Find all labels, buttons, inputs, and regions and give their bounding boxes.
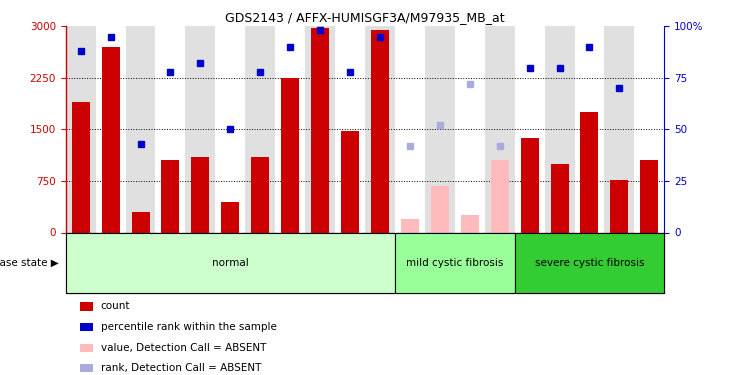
Bar xyxy=(215,26,245,233)
Bar xyxy=(545,26,575,233)
Bar xyxy=(491,160,509,232)
Text: normal: normal xyxy=(212,258,249,267)
Text: severe cystic fibrosis: severe cystic fibrosis xyxy=(534,258,645,267)
Bar xyxy=(221,202,239,232)
Bar xyxy=(550,164,569,232)
Bar xyxy=(131,212,150,232)
Bar xyxy=(245,26,275,233)
Bar xyxy=(461,215,479,232)
Bar xyxy=(395,232,515,292)
Bar xyxy=(155,26,185,233)
Bar xyxy=(604,26,634,233)
Bar xyxy=(515,26,545,233)
Bar xyxy=(101,47,120,232)
Text: percentile rank within the sample: percentile rank within the sample xyxy=(101,322,277,332)
Bar xyxy=(191,157,210,232)
Bar xyxy=(575,26,604,233)
Bar xyxy=(634,26,664,233)
Bar xyxy=(275,26,305,233)
Bar xyxy=(251,157,269,232)
Text: disease state ▶: disease state ▶ xyxy=(0,258,58,267)
Bar xyxy=(431,186,449,232)
Bar xyxy=(161,160,180,232)
Text: count: count xyxy=(101,302,130,311)
Text: value, Detection Call = ABSENT: value, Detection Call = ABSENT xyxy=(101,343,266,352)
Bar xyxy=(640,160,658,232)
Bar xyxy=(610,180,629,232)
Bar xyxy=(281,78,299,232)
Bar xyxy=(371,30,389,232)
Bar xyxy=(96,26,126,233)
Text: rank, Detection Call = ABSENT: rank, Detection Call = ABSENT xyxy=(101,363,261,373)
Bar xyxy=(311,28,329,233)
Bar xyxy=(305,26,335,233)
Bar xyxy=(395,26,425,233)
Bar xyxy=(126,26,155,233)
Bar xyxy=(401,219,419,232)
Bar xyxy=(341,131,359,232)
Bar xyxy=(580,112,599,232)
Bar xyxy=(520,138,539,232)
Bar xyxy=(72,102,90,232)
Bar xyxy=(185,26,215,233)
Bar xyxy=(425,26,455,233)
Bar xyxy=(335,26,365,233)
Bar xyxy=(485,26,515,233)
Bar xyxy=(455,26,485,233)
Bar xyxy=(66,232,395,292)
Bar xyxy=(365,26,395,233)
Bar xyxy=(66,26,96,233)
Text: mild cystic fibrosis: mild cystic fibrosis xyxy=(406,258,504,267)
Bar xyxy=(515,232,664,292)
Title: GDS2143 / AFFX-HUMISGF3A/M97935_MB_at: GDS2143 / AFFX-HUMISGF3A/M97935_MB_at xyxy=(225,11,505,24)
